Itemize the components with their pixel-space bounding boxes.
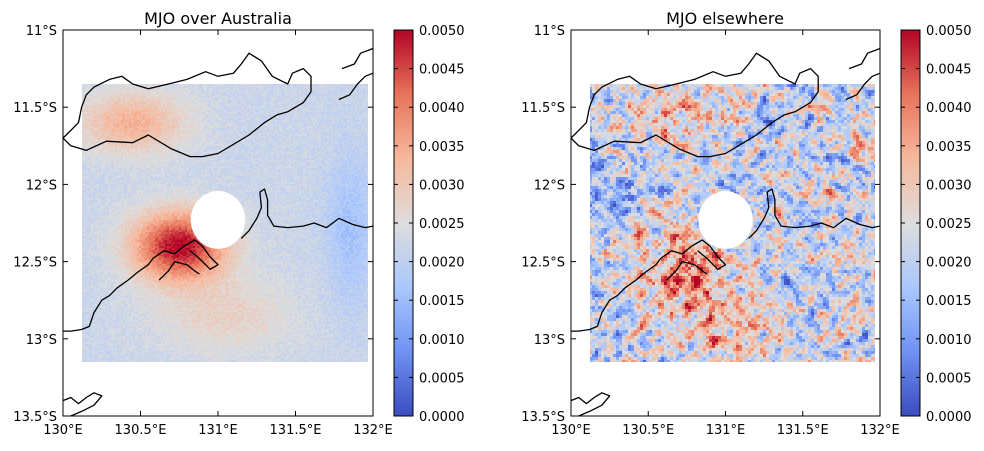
- y-tick-label: 12°S: [534, 178, 565, 193]
- colorbar-tick-label: 0.0030: [926, 178, 972, 193]
- y-tick-label: 13.5°S: [521, 410, 565, 425]
- coastline-path: [845, 72, 880, 101]
- x-tick-label: 132°E: [353, 423, 393, 438]
- colorbar-tick-label: 0.0040: [419, 101, 465, 116]
- colorbar-tick-label: 0.0045: [926, 63, 972, 78]
- colorbar-tick-label: 0.0005: [926, 371, 972, 386]
- y-tick-label: 13°S: [26, 333, 57, 348]
- coastline-path: [63, 239, 219, 332]
- colorbar-tick-label: 0.0020: [419, 256, 465, 271]
- colorbar-tick-label: 0.0005: [419, 371, 465, 386]
- y-tick-label: 11.5°S: [13, 101, 57, 116]
- colorbar-tick-label: 0.0010: [419, 333, 465, 348]
- colorbar: 0.0000 0.0005 0.0010 0.0015 0.0020 0.0025 0.00…: [900, 24, 972, 425]
- y-tick-label: 12.5°S: [13, 256, 57, 271]
- colorbar-tick-label: 0.0040: [926, 101, 972, 116]
- colorbar-tick-label: 0.0025: [419, 217, 465, 232]
- coastline: [571, 47, 880, 416]
- coastline-path: [571, 52, 819, 158]
- panel-mjo-elsewhere: MJO elsewhere 130°E 130.5°E 131°E 131.5°E 13…: [521, 9, 971, 438]
- coastline-path: [341, 47, 373, 70]
- masked-circle: [190, 191, 246, 249]
- colorbar-tick-label: 0.0035: [926, 140, 972, 155]
- x-axis-ticks: 130°E 130.5°E 131°E 131.5°E 132°E: [43, 30, 393, 438]
- colorbar-tick-label: 0.0000: [419, 410, 465, 425]
- panel-title: MJO elsewhere: [666, 9, 784, 28]
- y-axis-ticks: 11°S 11.5°S 12°S 12.5°S 13°S 13.5°S: [13, 24, 373, 425]
- x-tick-label: 130°E: [551, 423, 591, 438]
- y-tick-label: 13.5°S: [13, 410, 57, 425]
- colorbar-tick-label: 0.0025: [926, 217, 972, 232]
- x-tick-label: 130.5°E: [115, 423, 167, 438]
- colorbar-tick-label: 0.0050: [419, 24, 465, 39]
- colorbar: 0.0000 0.0005 0.0010 0.0015 0.0020 0.0025 0.00…: [393, 24, 465, 425]
- colorbar-tick-label: 0.0000: [926, 410, 972, 425]
- colorbar-tick-label: 0.0030: [419, 178, 465, 193]
- panel-mjo-over-australia: MJO over Australia 130°E 130.5°E 131°E 131.…: [13, 9, 464, 438]
- x-axis-ticks: 130°E 130.5°E 131°E 131.5°E 132°E: [551, 30, 900, 438]
- coastline-path: [338, 72, 373, 101]
- colorbar-tick-label: 0.0050: [926, 24, 972, 39]
- x-tick-label: 132°E: [860, 423, 900, 438]
- colorbar-tick-label: 0.0015: [419, 294, 465, 309]
- colorbar-ticks: 0.0000 0.0005 0.0010 0.0015 0.0020 0.0025 0.00…: [394, 24, 465, 425]
- panel-title: MJO over Australia: [144, 9, 292, 28]
- coastline-path: [571, 392, 611, 416]
- y-tick-label: 13°S: [534, 333, 565, 348]
- y-tick-label: 12.5°S: [521, 256, 565, 271]
- x-tick-label: 130°E: [43, 423, 83, 438]
- coastline-path: [63, 392, 103, 416]
- colorbar-tick-label: 0.0010: [926, 333, 972, 348]
- x-tick-label: 131°E: [198, 423, 238, 438]
- coastline-path: [748, 188, 880, 239]
- coastline-path: [63, 52, 312, 158]
- coastline-path: [848, 47, 880, 70]
- colorbar-tick-label: 0.0015: [926, 294, 972, 309]
- x-tick-label: 131.5°E: [270, 423, 322, 438]
- colorbar-tick-label: 0.0035: [419, 140, 465, 155]
- colorbar-tick-label: 0.0045: [419, 63, 465, 78]
- colorbar-ticks: 0.0000 0.0005 0.0010 0.0015 0.0020 0.0025 0.00…: [901, 24, 972, 425]
- y-tick-label: 11°S: [26, 24, 57, 39]
- x-tick-label: 130.5°E: [622, 423, 674, 438]
- y-tick-label: 12°S: [26, 178, 57, 193]
- x-tick-label: 131°E: [706, 423, 746, 438]
- y-tick-label: 11°S: [534, 24, 565, 39]
- colorbar-tick-label: 0.0020: [926, 256, 972, 271]
- y-tick-label: 11.5°S: [521, 101, 565, 116]
- map-area: [63, 30, 373, 416]
- coastline: [63, 47, 373, 416]
- map-area: [571, 30, 880, 416]
- coastline-path: [240, 188, 373, 239]
- coastline-path: [158, 260, 200, 281]
- masked-circle: [698, 191, 753, 249]
- coastline-path: [571, 239, 727, 332]
- x-tick-label: 131.5°E: [777, 423, 829, 438]
- coastline-path: [666, 260, 708, 281]
- y-axis-ticks: 11°S 11.5°S 12°S 12.5°S 13°S 13.5°S: [521, 24, 880, 425]
